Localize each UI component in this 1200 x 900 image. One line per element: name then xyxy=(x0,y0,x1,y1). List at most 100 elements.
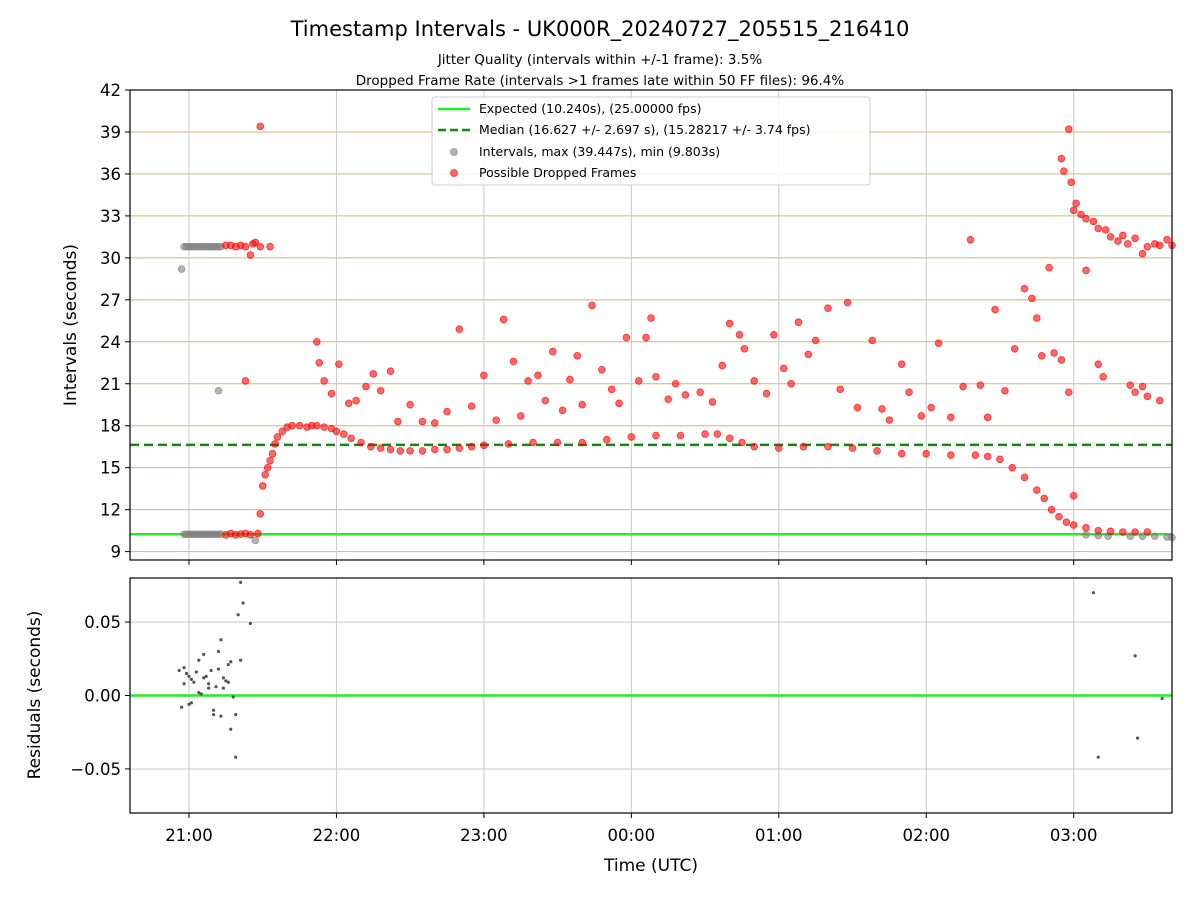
dropped-frame-point xyxy=(811,336,820,345)
x-tick-label: 23:00 xyxy=(460,826,508,845)
dropped-frame-point xyxy=(1045,263,1053,272)
residual-point xyxy=(204,674,208,679)
dropped-frame-point xyxy=(713,430,722,438)
dropped-frame-point xyxy=(794,318,803,327)
dropped-frame-point xyxy=(278,427,287,436)
dropped-frame-point xyxy=(725,434,734,443)
residual-point xyxy=(216,667,221,671)
dropped-frame-point xyxy=(418,417,427,426)
residual-point xyxy=(234,755,238,759)
residual-point xyxy=(229,727,233,731)
residual-point xyxy=(209,668,213,673)
y-tick-label: 9 xyxy=(111,543,122,562)
dropped-frame-point xyxy=(492,416,500,424)
dropped-frame-point xyxy=(607,385,616,394)
residuals-y-axis-label: Residuals (seconds) xyxy=(25,611,45,780)
dropped-frame-point xyxy=(1094,360,1103,368)
residuals-points xyxy=(177,580,1164,759)
dropped-frame-point xyxy=(406,447,414,455)
dropped-frame-point xyxy=(1028,294,1036,303)
dropped-frame-point xyxy=(251,238,260,247)
dropped-frame-point xyxy=(1033,486,1041,494)
residual-point xyxy=(189,701,194,705)
x-axis-label: Time (UTC) xyxy=(603,856,698,876)
y-tick-label: 24 xyxy=(100,333,121,352)
dropped-frame-point xyxy=(1001,386,1009,395)
dropped-frame-point xyxy=(1050,349,1058,357)
dropped-frame-point xyxy=(467,442,476,451)
dropped-frame-point xyxy=(634,377,643,385)
residual-point xyxy=(199,692,203,696)
intervals-panel: 9 12 15 18 21 24 27 30 33 36 39 42 Intervals (secon… xyxy=(61,81,1176,565)
dropped-frame-point xyxy=(976,381,985,389)
figure-subtitle-jitter: Jitter Quality (intervals within +/-1 fr… xyxy=(437,52,763,68)
dropped-frame-point xyxy=(983,413,992,422)
dropped-frame-point xyxy=(681,391,690,399)
dropped-frame-point xyxy=(1040,494,1049,503)
dropped-frame-point xyxy=(295,421,304,430)
interval-point xyxy=(251,536,260,545)
dropped-frame-point xyxy=(480,371,488,380)
residual-point xyxy=(221,676,225,680)
dropped-frame-point xyxy=(897,360,906,368)
dropped-frame-point xyxy=(509,357,518,366)
dropped-frame-point xyxy=(1064,125,1073,133)
residual-point xyxy=(187,674,191,679)
dropped-frame-point xyxy=(1155,396,1164,405)
dropped-frame-point xyxy=(241,377,250,385)
legend-intervals-swatch xyxy=(450,148,458,156)
intervals-legend: Expected (10.240s), (25.00000 fps) Media… xyxy=(431,96,871,186)
dropped-frame-point xyxy=(934,339,943,347)
dropped-frame-point xyxy=(676,431,685,440)
dropped-frame-point xyxy=(1082,266,1090,275)
dropped-frame-point xyxy=(335,360,343,368)
dropped-frame-point xyxy=(885,416,894,424)
x-tick-label: 00:00 xyxy=(608,826,656,845)
y-tick-label: 30 xyxy=(100,249,121,268)
dropped-frame-point xyxy=(664,395,673,403)
dropped-frame-point xyxy=(836,385,845,394)
dropped-frame-point xyxy=(1072,199,1080,208)
dropped-frame-point xyxy=(1060,167,1068,175)
dropped-frame-point xyxy=(1062,518,1071,527)
dropped-frame-point xyxy=(467,402,476,410)
dropped-frame-point xyxy=(1131,528,1139,536)
dropped-frame-point xyxy=(541,396,550,405)
x-tick-label: 01:00 xyxy=(755,826,803,845)
y-tick-label: −0.05 xyxy=(70,760,121,779)
dropped-frame-point xyxy=(1099,372,1107,381)
dropped-frame-point xyxy=(787,379,795,388)
dropped-frame-point xyxy=(905,388,913,396)
dropped-frame-point xyxy=(332,427,341,436)
dropped-frame-point xyxy=(696,388,704,396)
dropped-frame-point xyxy=(922,449,931,458)
dropped-frame-point xyxy=(246,251,255,259)
intervals-reference-lines xyxy=(130,443,1172,536)
dropped-frame-point xyxy=(725,319,734,328)
dropped-frame-point xyxy=(738,438,746,447)
residual-point xyxy=(221,686,225,690)
dropped-frame-point xyxy=(480,441,488,450)
residual-point xyxy=(219,714,223,718)
dropped-frame-point xyxy=(1131,388,1139,396)
dropped-frame-point xyxy=(652,372,660,381)
residual-point xyxy=(189,677,194,681)
dropped-frame-point xyxy=(1131,234,1139,243)
interval-point xyxy=(1126,532,1135,541)
y-tick-label: 18 xyxy=(100,417,121,436)
residual-point xyxy=(231,695,235,699)
residual-point xyxy=(226,663,230,667)
x-tick-label: 21:00 xyxy=(165,826,213,845)
interval-point xyxy=(1138,532,1147,541)
dropped-frame-point xyxy=(983,452,992,461)
dropped-frame-point xyxy=(947,451,955,459)
dropped-frame-point xyxy=(779,364,788,373)
dropped-frame-point xyxy=(770,330,778,339)
dropped-frame-point xyxy=(750,442,759,451)
residual-point xyxy=(211,712,216,717)
residual-point xyxy=(1096,755,1100,759)
dropped-frame-point xyxy=(762,389,771,398)
dropped-frame-point xyxy=(959,382,967,391)
dropped-frame-point xyxy=(774,444,783,452)
dropped-frame-point xyxy=(268,449,277,458)
